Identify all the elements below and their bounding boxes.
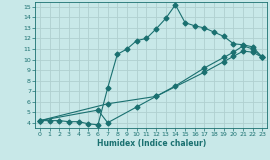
X-axis label: Humidex (Indice chaleur): Humidex (Indice chaleur) <box>97 139 206 148</box>
